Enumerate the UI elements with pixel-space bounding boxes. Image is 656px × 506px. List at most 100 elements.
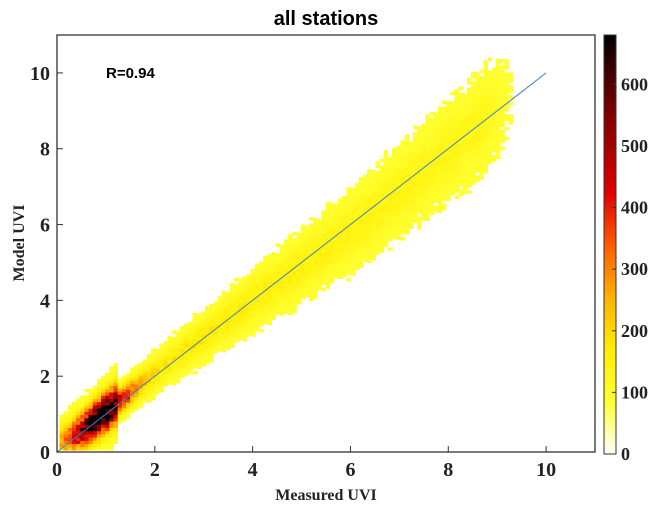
heatmap-cell <box>288 240 293 245</box>
heatmap-cell <box>246 300 252 304</box>
heatmap-cell <box>125 376 131 381</box>
heatmap-cell <box>167 335 173 340</box>
heatmap-cell <box>113 388 119 393</box>
heatmap-cell <box>254 321 260 326</box>
heatmap-cell <box>396 175 401 179</box>
heatmap-cell <box>421 178 426 182</box>
heatmap-cell <box>421 149 426 153</box>
heatmap-cell <box>271 271 277 275</box>
heatmap-cell <box>371 208 376 213</box>
heatmap-cell <box>325 253 331 257</box>
heatmap-cell <box>192 322 198 327</box>
heatmap-cell <box>221 342 227 346</box>
heatmap-cell <box>146 379 152 384</box>
heatmap-cell <box>500 91 505 95</box>
heatmap-cell <box>446 158 451 163</box>
heatmap-cell <box>483 108 489 113</box>
heatmap-cell <box>333 203 339 208</box>
heatmap-cell <box>150 357 156 362</box>
heatmap-cell <box>150 377 156 381</box>
heatmap-cell <box>446 136 451 140</box>
heatmap-cell <box>96 408 102 412</box>
heatmap-cell <box>350 272 356 276</box>
heatmap-cell <box>96 433 102 438</box>
heatmap-cell <box>491 145 497 149</box>
heatmap-cell <box>200 340 206 345</box>
heatmap-cell <box>308 246 314 250</box>
heatmap-cell <box>321 268 326 272</box>
heatmap-cell <box>487 106 493 110</box>
heatmap-cell <box>479 95 484 99</box>
heatmap-cell <box>254 289 260 293</box>
heatmap-cell <box>188 337 193 342</box>
heatmap-cell <box>288 250 293 254</box>
heatmap-cell <box>379 226 385 231</box>
heatmap-cell <box>346 235 351 240</box>
heatmap-cell <box>238 323 243 328</box>
heatmap-cell <box>321 210 326 214</box>
heatmap-cell <box>362 223 368 227</box>
heatmap-cell <box>425 175 430 180</box>
heatmap-cell <box>458 99 464 103</box>
heatmap-cell <box>204 328 210 333</box>
heatmap-cell <box>466 135 472 140</box>
heatmap-cell <box>117 394 123 399</box>
heatmap-cell <box>383 211 389 215</box>
heatmap-cell <box>279 260 285 265</box>
heatmap-cell <box>450 120 455 125</box>
heatmap-cell <box>225 333 231 338</box>
heatmap-cell <box>308 278 314 282</box>
heatmap-cell <box>375 199 380 204</box>
heatmap-cell <box>383 166 389 170</box>
heatmap-cell <box>471 178 476 182</box>
heatmap-cell <box>76 430 81 435</box>
heatmap-cell <box>71 430 77 435</box>
heatmap-cell <box>408 163 414 168</box>
heatmap-cell <box>392 228 397 233</box>
heatmap-cell <box>204 319 210 323</box>
heatmap-cell <box>471 100 476 105</box>
heatmap-cell <box>429 111 434 116</box>
heatmap-cell <box>288 237 293 241</box>
heatmap-cell <box>275 262 281 267</box>
heatmap-cell <box>204 351 210 355</box>
heatmap-cell <box>379 190 385 195</box>
heatmap-cell <box>113 369 119 374</box>
heatmap-cell <box>258 280 264 285</box>
heatmap-cell <box>59 440 65 445</box>
heatmap-cell <box>350 233 356 238</box>
heatmap-cell <box>292 248 297 252</box>
heatmap-cell <box>421 200 426 205</box>
heatmap-cell <box>242 279 247 284</box>
heatmap-cell <box>454 98 459 103</box>
heatmap-cell <box>146 366 152 371</box>
heatmap-cell <box>292 238 297 243</box>
heatmap-cell <box>321 226 326 231</box>
heatmap-cell <box>433 167 439 171</box>
heatmap-cell <box>346 222 351 227</box>
heatmap-cell <box>317 235 322 239</box>
heatmap-cell <box>350 217 356 221</box>
heatmap-cell <box>458 128 464 132</box>
heatmap-cell <box>367 191 372 196</box>
heatmap-cell <box>454 169 459 174</box>
heatmap-cell <box>383 224 389 228</box>
heatmap-cell <box>96 414 102 419</box>
heatmap-cell <box>400 140 405 144</box>
heatmap-cell <box>404 144 410 148</box>
y-axis-label: Model UVI <box>11 205 28 282</box>
heatmap-cell <box>462 167 468 172</box>
heatmap-cell <box>71 404 77 409</box>
heatmap-cell <box>441 174 447 179</box>
heatmap-cell <box>362 177 368 182</box>
heatmap-cell <box>387 182 393 187</box>
heatmap-cell <box>504 85 509 89</box>
heatmap-cell <box>429 176 434 180</box>
heatmap-cell <box>396 200 401 205</box>
heatmap-cell <box>329 273 335 278</box>
heatmap-cell <box>400 169 405 173</box>
heatmap-cell <box>387 208 393 213</box>
heatmap-cell <box>125 373 131 377</box>
heatmap-cell <box>495 107 501 111</box>
heatmap-cell <box>175 350 181 355</box>
